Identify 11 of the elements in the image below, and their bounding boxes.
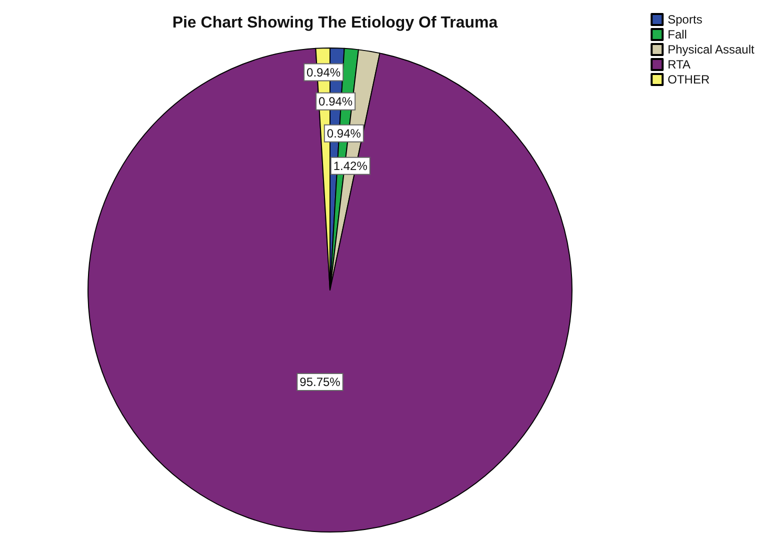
data-label: 0.94% <box>318 94 353 108</box>
legend-label: Physical Assault <box>668 42 756 56</box>
legend-label: Sports <box>668 12 702 26</box>
legend-label: Fall <box>668 28 687 42</box>
data-label: 1.42% <box>333 158 368 173</box>
legend-label: RTA <box>668 58 691 72</box>
chart-title: Pie Chart Showing The Etiology Of Trauma <box>172 14 498 32</box>
data-label: 95.75% <box>300 374 341 389</box>
legend-label: OTHER <box>668 72 710 86</box>
data-label: 0.94% <box>306 65 341 80</box>
data-label: 0.94% <box>326 126 362 140</box>
